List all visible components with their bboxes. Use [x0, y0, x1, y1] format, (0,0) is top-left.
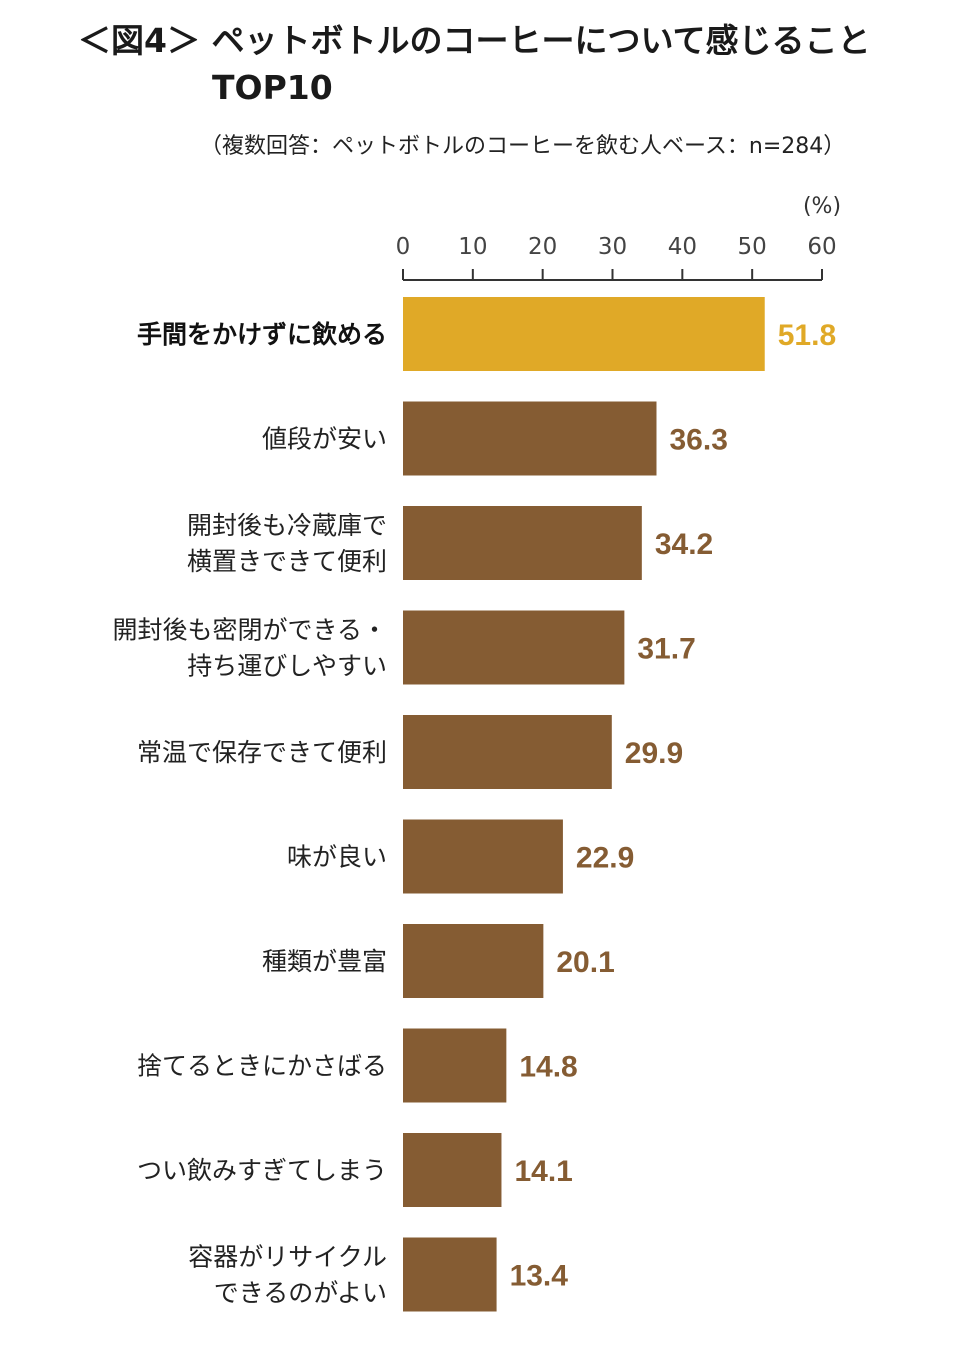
category-label: 種類が豊富	[262, 947, 387, 976]
data-label: 14.8	[519, 1051, 577, 1084]
bar	[403, 1237, 497, 1312]
x-tick-label: 60	[807, 234, 836, 260]
data-label: 34.2	[655, 528, 713, 561]
x-tick-label: 20	[528, 234, 557, 260]
category-label: 容器がリサイクル	[188, 1243, 387, 1272]
bar	[403, 506, 642, 580]
bar	[403, 297, 765, 371]
bar	[403, 1133, 502, 1207]
category-label: 常温で保存できて便利	[137, 738, 387, 767]
category-label: 捨てるときにかさばる	[137, 1052, 387, 1081]
category-label: できるのがよい	[214, 1279, 387, 1308]
bar	[403, 715, 612, 789]
category-label: つい飲みすぎてしまう	[137, 1156, 387, 1185]
category-label: 味が良い	[287, 843, 387, 872]
x-tick-label: 50	[738, 234, 767, 260]
x-tick-label: 30	[598, 234, 627, 260]
x-tick-label: 0	[396, 234, 411, 260]
data-label: 36.3	[669, 424, 727, 457]
data-label: 14.1	[514, 1155, 572, 1188]
category-label: 開封後も冷蔵庫で	[187, 511, 387, 540]
chart-title-rank: TOP10	[212, 68, 333, 107]
bar	[403, 924, 544, 998]
bar	[403, 1028, 507, 1103]
x-tick-label: 40	[668, 234, 697, 260]
category-label: 持ち運びしやすい	[187, 652, 387, 681]
category-label: 横置きできて便利	[187, 547, 387, 576]
data-label: 22.9	[576, 842, 634, 875]
category-label: 開封後も密閉ができる・	[112, 616, 387, 645]
data-label: 20.1	[556, 946, 614, 979]
category-label: 手間をかけずに飲める	[137, 320, 387, 349]
bars: 51.8 手間をかけずに飲める 36.3 値段が安い 34.2 開封後も冷蔵庫で横置きでき…	[112, 297, 836, 1312]
x-tick-label: 10	[458, 234, 487, 260]
category-label: 値段が安い	[262, 425, 387, 454]
data-label: 13.4	[510, 1260, 569, 1293]
data-label: 29.9	[625, 737, 683, 770]
chart-title: ＜図4＞ ペットボトルのコーヒーについて感じること	[78, 21, 871, 60]
x-axis: 0 10 20 30 40 50 60	[396, 234, 837, 281]
bar	[403, 819, 563, 894]
bar	[403, 401, 657, 476]
data-label: 51.8	[778, 319, 836, 352]
chart-subtitle: （複数回答：ペットボトルのコーヒーを飲む人ベース：n=284）	[200, 134, 846, 159]
unit-label: (%)	[803, 194, 841, 219]
bar	[403, 610, 625, 685]
data-label: 31.7	[637, 633, 695, 666]
